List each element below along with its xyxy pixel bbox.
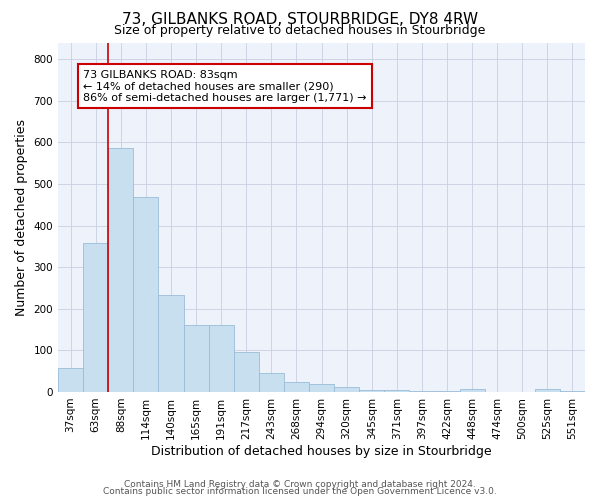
Bar	[384, 390, 409, 392]
Bar	[460, 389, 485, 392]
Bar	[133, 198, 158, 392]
Bar	[184, 324, 209, 392]
Bar	[209, 324, 233, 392]
Bar	[58, 368, 83, 392]
Text: Contains HM Land Registry data © Crown copyright and database right 2024.: Contains HM Land Registry data © Crown c…	[124, 480, 476, 489]
Bar	[560, 391, 585, 392]
Bar	[259, 373, 284, 392]
Text: Size of property relative to detached houses in Stourbridge: Size of property relative to detached ho…	[115, 24, 485, 37]
Bar	[409, 390, 434, 392]
Bar	[83, 244, 108, 392]
Y-axis label: Number of detached properties: Number of detached properties	[15, 118, 28, 316]
Bar	[284, 382, 309, 392]
Bar	[535, 388, 560, 392]
Bar	[233, 352, 259, 392]
Text: 73 GILBANKS ROAD: 83sqm
← 14% of detached houses are smaller (290)
86% of semi-d: 73 GILBANKS ROAD: 83sqm ← 14% of detache…	[83, 70, 367, 102]
Text: 73, GILBANKS ROAD, STOURBRIDGE, DY8 4RW: 73, GILBANKS ROAD, STOURBRIDGE, DY8 4RW	[122, 12, 478, 28]
Bar	[108, 148, 133, 392]
Bar	[158, 295, 184, 392]
Bar	[334, 387, 359, 392]
Text: Contains public sector information licensed under the Open Government Licence v3: Contains public sector information licen…	[103, 487, 497, 496]
Bar	[359, 390, 384, 392]
Bar	[434, 391, 460, 392]
Bar	[309, 384, 334, 392]
X-axis label: Distribution of detached houses by size in Stourbridge: Distribution of detached houses by size …	[151, 444, 492, 458]
